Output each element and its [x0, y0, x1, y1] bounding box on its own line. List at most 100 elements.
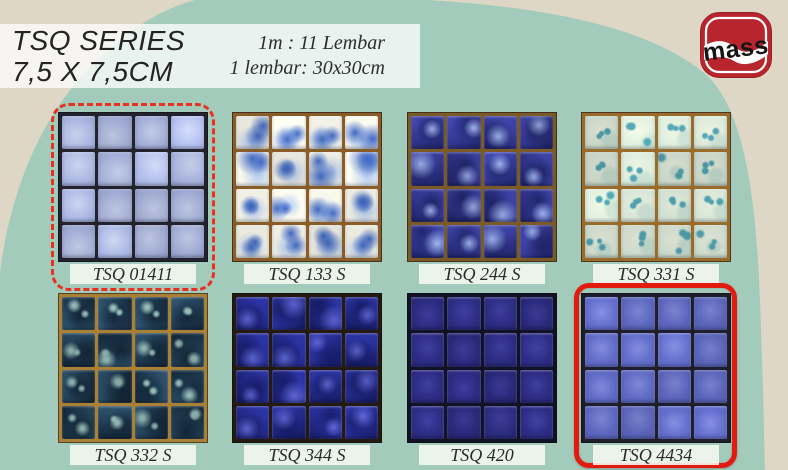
- tile-cell: [483, 297, 517, 331]
- tile-cell: [483, 188, 517, 222]
- tile-cell: [657, 297, 691, 331]
- tile-cell: [62, 188, 96, 222]
- tile-cell: [236, 297, 270, 331]
- tile-cell: [134, 405, 168, 439]
- tile-cell: [236, 224, 270, 258]
- tile-cell: [447, 188, 481, 222]
- tile-cell: [621, 224, 655, 258]
- tile-cell: [98, 116, 132, 150]
- product-label: TSQ 420: [419, 445, 545, 465]
- coverage-info-line1: 1m : 11 Lembar: [258, 32, 385, 54]
- tile-cell: [344, 188, 378, 222]
- product-label: TSQ 133 S: [244, 264, 370, 284]
- tile-cell: [170, 405, 204, 439]
- tile-cell: [272, 116, 306, 150]
- tile-cell: [236, 152, 270, 186]
- tile-cell: [585, 333, 619, 367]
- tile-cell: [621, 116, 655, 150]
- tile-cell: [272, 188, 306, 222]
- product-code: TSQ 133 S: [268, 264, 346, 284]
- mass-logo: mass: [700, 12, 772, 78]
- tile-cell: [585, 405, 619, 439]
- product-label: TSQ 4434: [593, 445, 719, 465]
- tile-cell: [62, 224, 96, 258]
- tile-cell: [170, 152, 204, 186]
- product-label: TSQ 332 S: [70, 445, 196, 465]
- tile-cell: [344, 333, 378, 367]
- tile-swatch-image: [58, 293, 208, 443]
- product-label: TSQ 01411: [70, 264, 196, 284]
- tile-cell: [411, 116, 445, 150]
- tile-cell: [236, 333, 270, 367]
- product-code: TSQ 01411: [92, 264, 174, 284]
- tile-cell: [170, 188, 204, 222]
- tile-cell: [693, 297, 727, 331]
- tile-swatch-image: [407, 112, 557, 262]
- tile-cell: [62, 297, 96, 331]
- tile-cell: [134, 116, 168, 150]
- tile-cell: [62, 152, 96, 186]
- tile-cell: [170, 116, 204, 150]
- tile-cell: [411, 152, 445, 186]
- tile-swatch-image: [581, 112, 731, 262]
- tile-cell: [308, 369, 342, 403]
- tile-cell: [272, 224, 306, 258]
- tile-swatch-image: [407, 293, 557, 443]
- tile-cell: [98, 369, 132, 403]
- tile-cell: [134, 152, 168, 186]
- tile-cell: [621, 333, 655, 367]
- product-code: TSQ 332 S: [94, 445, 172, 465]
- tile-cell: [236, 369, 270, 403]
- series-title: TSQ SERIES 7,5 X 7,5CM: [0, 24, 185, 88]
- tile-swatch-image: [232, 293, 382, 443]
- tile-cell: [62, 116, 96, 150]
- tile-cell: [693, 405, 727, 439]
- tile-cell: [170, 369, 204, 403]
- tile-cell: [308, 224, 342, 258]
- tile-cell: [519, 369, 553, 403]
- tile-cell: [236, 188, 270, 222]
- tile-cell: [657, 405, 691, 439]
- tile-cell: [483, 405, 517, 439]
- tile-cell: [519, 152, 553, 186]
- tile-cell: [62, 333, 96, 367]
- tile-cell: [134, 369, 168, 403]
- tile-cell: [447, 297, 481, 331]
- tile-cell: [519, 116, 553, 150]
- tile-cell: [483, 152, 517, 186]
- tile-cell: [308, 116, 342, 150]
- tile-cell: [98, 333, 132, 367]
- tile-cell: [621, 188, 655, 222]
- product-code: TSQ 344 S: [268, 445, 346, 465]
- tile-cell: [519, 224, 553, 258]
- tile-cell: [272, 405, 306, 439]
- tile-cell: [447, 116, 481, 150]
- tile-cell: [344, 224, 378, 258]
- tile-cell: [621, 152, 655, 186]
- product-code: TSQ 331 S: [617, 264, 695, 284]
- tile-cell: [308, 333, 342, 367]
- tile-cell: [134, 333, 168, 367]
- tile-cell: [585, 297, 619, 331]
- tile-cell: [411, 224, 445, 258]
- tile-swatch-image: [58, 112, 208, 262]
- tile-cell: [447, 405, 481, 439]
- tile-cell: [170, 224, 204, 258]
- tile-cell: [344, 405, 378, 439]
- tile-cell: [657, 188, 691, 222]
- coverage-info: 1m : 11 Lembar 1 lembar: 30x30cm: [229, 24, 420, 88]
- tile-cell: [62, 405, 96, 439]
- tile-cell: [657, 152, 691, 186]
- tile-cell: [98, 297, 132, 331]
- tile-cell: [272, 369, 306, 403]
- tile-cell: [447, 152, 481, 186]
- product-code: TSQ 244 S: [443, 264, 521, 284]
- product-card: TSQ 4434: [574, 283, 737, 468]
- tile-cell: [411, 369, 445, 403]
- tile-cell: [483, 116, 517, 150]
- tile-cell: [585, 224, 619, 258]
- tile-cell: [483, 224, 517, 258]
- tile-cell: [411, 297, 445, 331]
